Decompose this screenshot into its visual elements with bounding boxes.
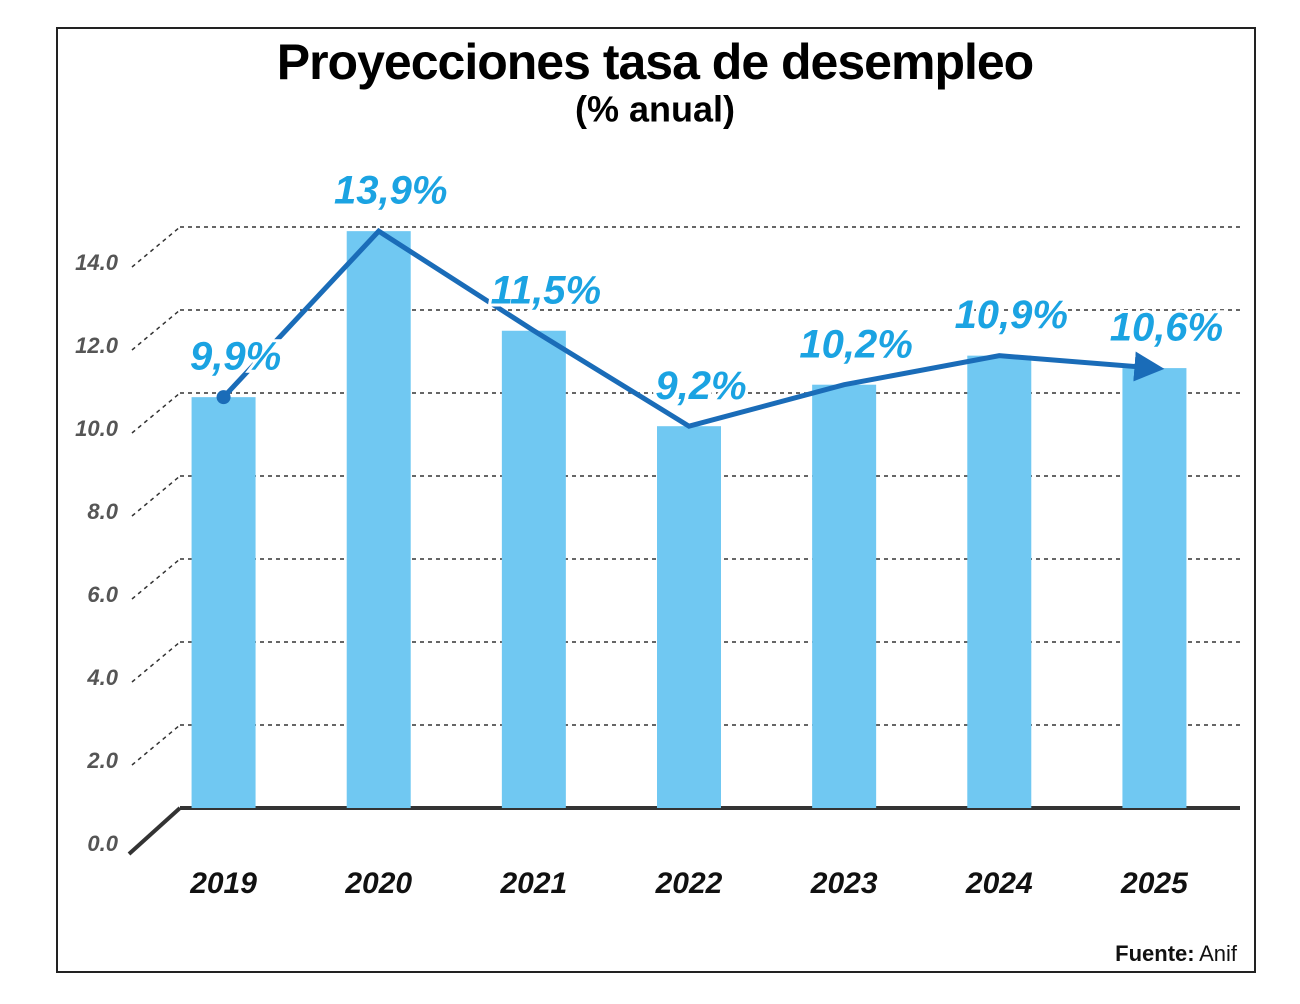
grid-diagonal <box>131 724 181 766</box>
value-label: 10,9% <box>955 293 1068 337</box>
bar <box>346 231 411 808</box>
x-tick-label: 2022 <box>655 867 723 900</box>
grid-diagonal <box>131 392 181 434</box>
bar <box>657 426 721 808</box>
baseline-diagonal <box>127 806 182 856</box>
bar <box>191 397 256 808</box>
value-label: 9,9% <box>190 335 281 379</box>
y-tick-label: 6.0 <box>87 582 118 607</box>
bar <box>812 384 877 808</box>
source-label: Fuente: <box>1115 941 1194 966</box>
y-tick-label: 12.0 <box>75 333 119 358</box>
grid-diagonal <box>131 309 181 351</box>
x-tick-label: 2023 <box>810 867 878 900</box>
y-tick-label: 8.0 <box>87 499 118 524</box>
grid-diagonal <box>131 475 181 517</box>
x-tick-label: 2021 <box>499 867 567 900</box>
source-text: Anif <box>1199 941 1238 966</box>
chart-title: Proyecciones tasa de desempleo <box>277 34 1033 90</box>
bar <box>501 330 566 808</box>
bar <box>967 355 1032 808</box>
value-label: 9,2% <box>655 364 746 408</box>
value-label: 10,6% <box>1110 306 1223 350</box>
value-label: 13,9% <box>334 169 447 213</box>
source: Fuente: Anif <box>1115 941 1238 966</box>
y-tick-label: 10.0 <box>75 416 119 441</box>
chart-subtitle: (% anual) <box>575 89 735 130</box>
frame <box>56 27 1256 973</box>
y-tick-label: 4.0 <box>86 665 118 690</box>
value-label: 10,2% <box>799 322 912 366</box>
grid-diagonal <box>131 641 181 683</box>
value-label: 11,5% <box>491 268 601 312</box>
x-tick-label: 2024 <box>965 867 1033 900</box>
x-tick-label: 2019 <box>189 867 257 900</box>
y-tick-label: 0.0 <box>87 831 118 856</box>
x-tick-label: 2025 <box>1120 867 1189 900</box>
grid-diagonal <box>131 558 181 600</box>
grid-diagonal <box>131 226 181 268</box>
y-tick-label: 2.0 <box>86 748 118 773</box>
x-tick-label: 2020 <box>344 867 412 900</box>
line-start-dot <box>216 390 231 405</box>
y-tick-label: 14.0 <box>75 250 119 275</box>
trend-line <box>221 227 1165 429</box>
bar <box>1122 368 1187 808</box>
